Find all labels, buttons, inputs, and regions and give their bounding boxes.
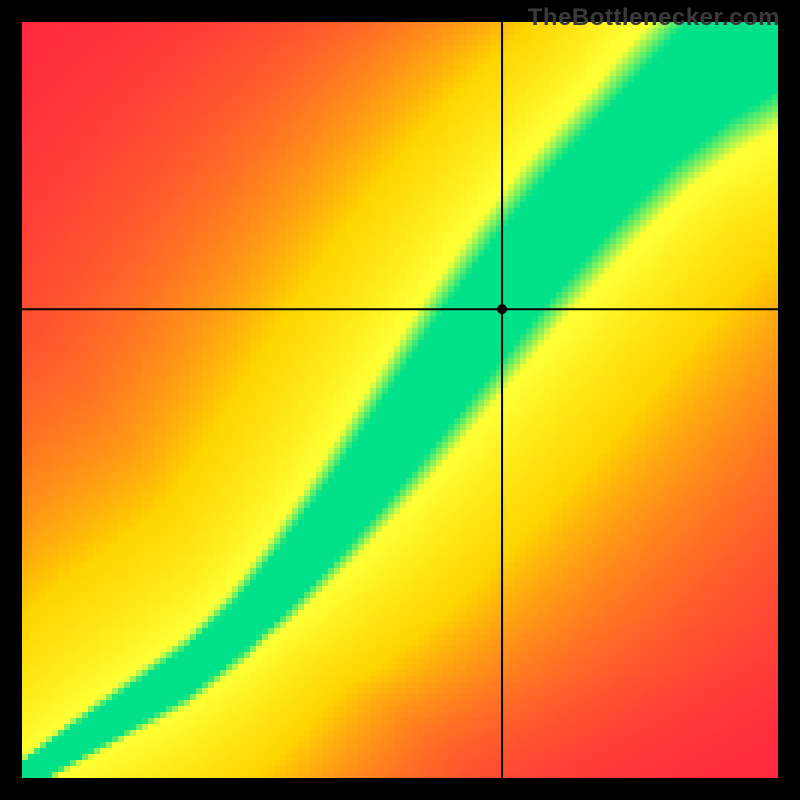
- bottleneck-heatmap: [0, 0, 800, 800]
- chart-frame: TheBottlenecker.com: [0, 0, 800, 800]
- watermark-text: TheBottlenecker.com: [528, 4, 780, 32]
